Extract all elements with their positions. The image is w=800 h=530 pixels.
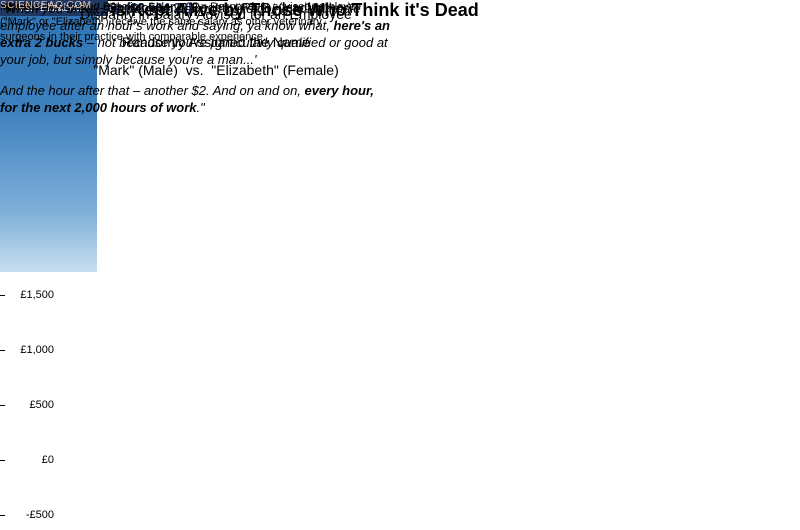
quote-paragraph-1: "When you break this pay gap down, it's … <box>0 0 394 68</box>
y-tick-label: £1,500 <box>20 289 54 301</box>
bar-mark: 8% Pay Gap (£2,564.23) <box>0 0 97 272</box>
tick-mark <box>0 405 5 406</box>
heading-line-1: Disparity in Salary Advised for an Emplo… <box>80 6 352 22</box>
quote-text: "When you break this pay gap down, it's … <box>0 1 361 33</box>
right-panel-headings: Disparity in Salary Advised for an Emplo… <box>0 0 432 84</box>
y-tick-label: £1,000 <box>20 344 54 356</box>
zero-baseline <box>0 0 228 1</box>
y-tick-label: £500 <box>29 399 54 411</box>
quote-block: "When you break this pay gap down, it's … <box>0 0 394 130</box>
page-title: Gender Bias is Kept Alive by Those Who T… <box>0 0 479 20</box>
left-arrow-icon <box>0 1 33 12</box>
tick-mark <box>0 295 5 296</box>
tick-mark <box>0 515 5 516</box>
quote-text: And the hour after that – another $2. An… <box>0 83 305 98</box>
y-tick-label: £0 <box>41 454 54 466</box>
quote-bold: every hour, for the next 2,000 hours of … <box>0 83 374 115</box>
tick-mark <box>0 350 5 351</box>
quote-paragraph-2: And the hour after that – another $2. An… <box>0 82 394 116</box>
quote-text: ." <box>196 100 205 115</box>
watermark: SCIENCEAQ.COM <box>0 0 92 11</box>
y-tick-label: -£500 <box>25 509 54 521</box>
tick-mark <box>0 460 5 461</box>
quote-bold: here's an extra 2 bucks <box>0 18 391 50</box>
bar-elizabeth: vs. "Elizabeth" <box>0 0 108 16</box>
baseline-note: Individually Adjusted Baseline Salary: £… <box>0 1 362 43</box>
quote-attribution: - Christopher T. Begeny, Ph.D. (lead aut… <box>99 0 352 15</box>
heading-line-2: Randomly Assigned the Name <box>121 34 311 50</box>
quote-text: – not because you're particularly qualif… <box>0 35 388 67</box>
bar-mark-label: If Employee is Named "Mark" <box>224 386 278 448</box>
heading-line-3: "Mark" (Male) vs. "Elizabeth" (Female) <box>93 62 339 78</box>
